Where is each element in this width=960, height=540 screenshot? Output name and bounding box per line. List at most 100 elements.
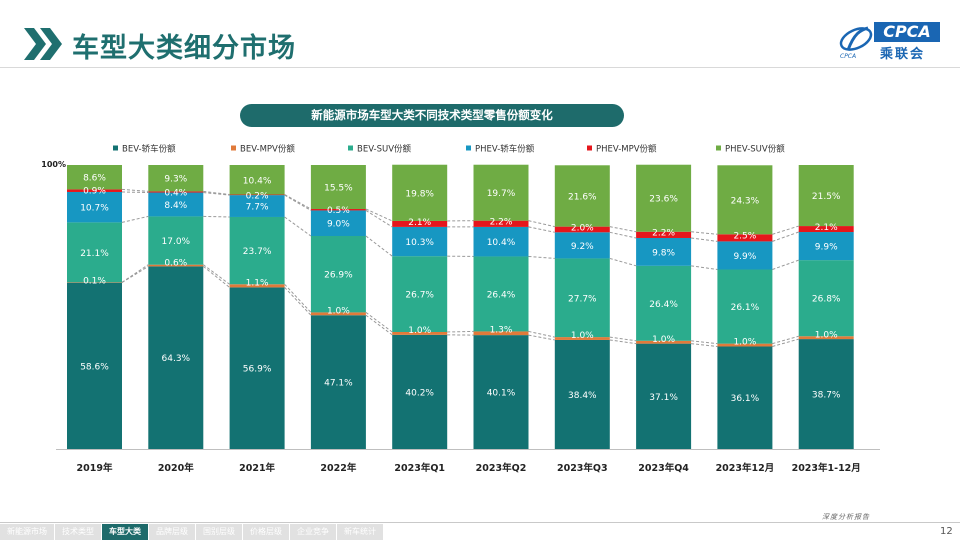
bar-segment	[148, 165, 204, 192]
double-chevron-icon	[24, 28, 62, 60]
connector-line	[772, 335, 799, 345]
bar-segment	[473, 220, 529, 227]
bar-segment	[717, 241, 773, 270]
legend-swatch	[231, 145, 236, 151]
data-label: 10.4%	[243, 176, 272, 186]
bar-segment	[67, 191, 122, 223]
connector-line	[772, 338, 799, 347]
connector-line	[365, 314, 393, 336]
x-tick-label: 2023年12月	[716, 462, 775, 474]
legend-swatch	[348, 145, 353, 151]
legend-swatch	[466, 145, 471, 151]
bar-segment	[229, 195, 285, 217]
data-label: 1.0%	[408, 326, 431, 336]
cpca-logo: CPCA 乘联会 CPCA	[838, 22, 946, 62]
bar-segment	[717, 165, 773, 235]
data-label: 58.6%	[80, 362, 109, 372]
bar-segment	[554, 165, 610, 227]
data-label: 0.4%	[164, 188, 187, 198]
bar-segment	[67, 282, 122, 283]
logo-text: CPCA	[874, 22, 940, 42]
connector-line	[528, 220, 555, 228]
page-title: 车型大类细分市场	[72, 33, 296, 64]
connector-line	[284, 194, 312, 210]
bar-segment	[636, 265, 692, 341]
connector-line	[691, 343, 718, 347]
bar-segment	[310, 209, 366, 211]
bar-segment	[392, 331, 448, 335]
header-divider	[0, 67, 960, 68]
legend-swatch	[113, 145, 118, 151]
bar-segment	[473, 226, 529, 257]
data-label: 26.4%	[487, 290, 516, 300]
footer-nav-item[interactable]: 企业竞争	[290, 524, 336, 540]
data-label: 8.6%	[83, 174, 106, 184]
data-label: 64.3%	[162, 354, 191, 364]
connector-line	[447, 330, 474, 333]
legend-label: BEV-轿车份额	[122, 144, 176, 155]
x-tick-label: 2023年1-12月	[792, 462, 861, 474]
data-label: 19.8%	[405, 189, 434, 199]
data-label: 1.0%	[571, 331, 594, 341]
data-label: 26.7%	[405, 291, 434, 301]
footer-nav-item[interactable]: 技术类型	[55, 524, 101, 540]
connector-line	[203, 215, 230, 218]
data-label: 38.7%	[812, 391, 841, 401]
data-label: 0.2%	[246, 192, 269, 202]
data-label: 19.7%	[487, 189, 516, 199]
bar-segment	[148, 264, 204, 267]
x-tick-label: 2023年Q3	[557, 462, 608, 474]
data-label: 9.8%	[652, 248, 675, 258]
bar-segment	[229, 287, 285, 449]
footer-nav-item[interactable]: 新能源市场	[0, 524, 54, 540]
data-label: 0.6%	[164, 259, 187, 269]
data-label: 0.9%	[83, 186, 106, 196]
bar-segment	[636, 343, 692, 449]
connector-line	[528, 226, 555, 233]
footer-nav-item[interactable]: 品牌层级	[149, 524, 195, 540]
connector-line	[121, 191, 149, 194]
connector-line	[121, 215, 149, 223]
data-label: 1.3%	[490, 325, 513, 335]
data-label: 38.4%	[568, 391, 597, 401]
bar-segment	[473, 331, 529, 336]
chart-title: 新能源市场车型大类不同技术类型零售份额变化	[240, 104, 624, 127]
bar-segment	[310, 312, 366, 316]
logo-subtext: 乘联会	[880, 47, 926, 62]
footer-nav-item[interactable]: 车型大类	[102, 524, 148, 540]
bar-segment	[798, 260, 854, 337]
data-label: 2.5%	[733, 231, 756, 241]
bar-segment	[798, 339, 854, 449]
legend-label: BEV-SUV份额	[357, 144, 412, 155]
data-label: 2.2%	[652, 229, 675, 239]
data-label: 1.0%	[733, 338, 756, 348]
connector-line	[121, 264, 149, 283]
data-label: 23.7%	[243, 247, 272, 257]
bar-segment	[392, 334, 448, 449]
data-label: 17.0%	[162, 237, 191, 247]
connector-line	[284, 287, 312, 316]
data-label: 10.4%	[487, 238, 516, 248]
data-label: 7.7%	[246, 203, 269, 213]
connector-line	[203, 264, 230, 285]
bar-segment	[798, 336, 854, 340]
footer-nav-item[interactable]: 国别层级	[196, 524, 242, 540]
footer-nav-item[interactable]: 价格层级	[243, 524, 289, 540]
bar-segment	[473, 164, 529, 221]
connector-line	[772, 225, 799, 235]
bar-segment	[67, 222, 122, 283]
data-label: 26.8%	[812, 295, 841, 305]
legend-label: PHEV-轿车份额	[475, 144, 535, 155]
bar-segment	[636, 231, 692, 238]
x-tick-label: 2023年Q4	[638, 462, 689, 474]
bar-segment	[717, 343, 773, 347]
data-label: 9.9%	[733, 252, 756, 262]
x-tick-label: 2023年Q1	[394, 462, 445, 474]
legend-label: BEV-MPV份额	[240, 144, 295, 155]
bar-segment	[148, 266, 204, 449]
data-label: 15.5%	[324, 184, 353, 194]
bar-segment	[798, 232, 854, 261]
data-label: 1.0%	[652, 335, 675, 345]
footer-nav-item[interactable]: 新车统计	[337, 524, 383, 540]
data-label: 10.7%	[80, 204, 109, 214]
